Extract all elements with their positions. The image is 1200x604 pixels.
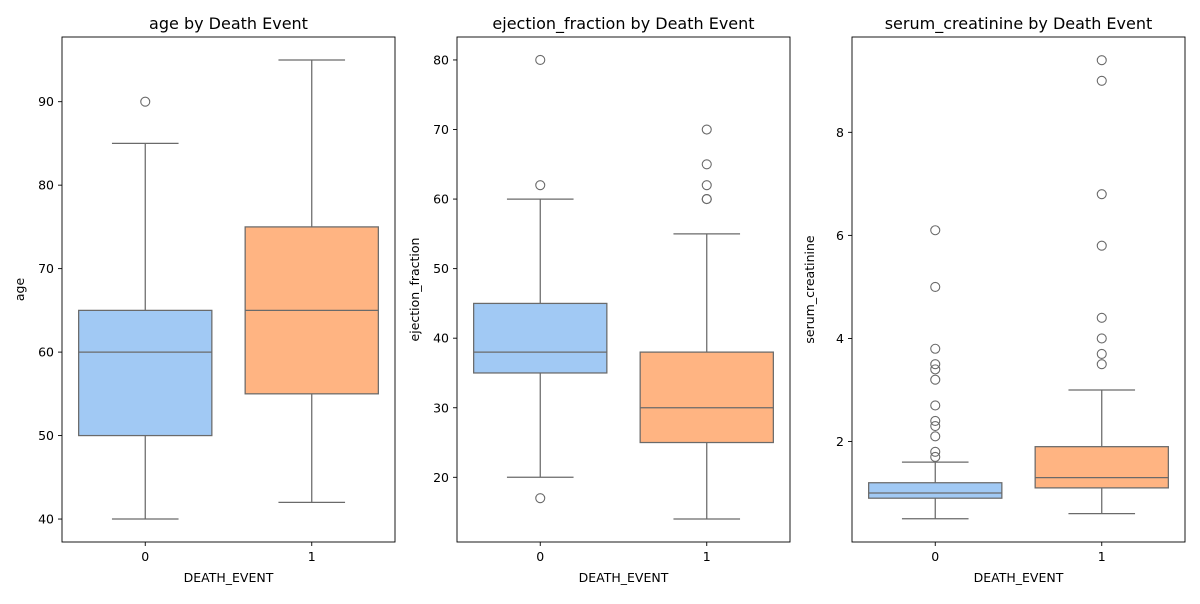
- x-tick-label: 1: [703, 549, 711, 564]
- outlier-point: [930, 400, 941, 411]
- outlier-point: [535, 493, 546, 504]
- y-tick-label: 8: [836, 125, 844, 140]
- outlier-point: [1096, 75, 1107, 86]
- outlier-point: [140, 96, 151, 107]
- chart-panel-0: 40 50 60 70 80 90 0 1 age by Death Event DEATH_EV…: [12, 14, 396, 585]
- iqr-box: [1034, 446, 1169, 489]
- outlier-point: [701, 194, 712, 205]
- outlier-point: [1096, 240, 1107, 251]
- x-axis-label: DEATH_EVENT: [579, 570, 669, 585]
- y-tick-label: 90: [38, 94, 54, 109]
- box-group-1: [1034, 55, 1169, 515]
- box-group-1: [639, 124, 774, 520]
- box-group-1: [244, 59, 379, 503]
- outlier-point: [1096, 55, 1107, 66]
- x-tick-label: 1: [1098, 549, 1106, 564]
- iqr-box: [473, 302, 608, 374]
- iqr-box: [639, 351, 774, 444]
- iqr-box: [78, 309, 213, 437]
- outlier-point: [930, 415, 941, 426]
- outlier-point: [701, 180, 712, 191]
- chart-title: serum_creatinine by Death Event: [885, 14, 1153, 34]
- y-tick-label: 40: [38, 512, 54, 527]
- axes-frame: [61, 36, 396, 543]
- x-tick-label: 0: [141, 549, 149, 564]
- chart-panel-1: 20 30 40 50 60 70 80 0 1 ejection_fraction by Dea…: [407, 14, 791, 585]
- outlier-point: [930, 421, 941, 432]
- y-tick-label: 80: [433, 52, 449, 67]
- outlier-point: [701, 159, 712, 170]
- outlier-point: [930, 451, 941, 463]
- y-tick-label: 30: [433, 400, 449, 415]
- axes-frame: [851, 36, 1186, 543]
- y-tick-label: 70: [38, 261, 54, 276]
- y-tick-label: 60: [38, 345, 54, 360]
- outlier-point: [1096, 333, 1107, 344]
- y-axis-label: serum_creatinine: [802, 235, 817, 343]
- chart-title: ejection_fraction by Death Event: [492, 14, 754, 34]
- outlier-point: [1096, 359, 1107, 370]
- x-tick-label: 0: [536, 549, 544, 564]
- iqr-box: [868, 482, 1003, 499]
- outlier-point: [930, 364, 941, 375]
- outlier-point: [930, 359, 941, 370]
- y-tick-label: 80: [38, 178, 54, 193]
- box-group-0: [868, 225, 1003, 520]
- x-axis-label: DEATH_EVENT: [184, 570, 274, 585]
- outlier-point: [1096, 189, 1107, 200]
- y-tick-label: 4: [836, 331, 844, 346]
- y-tick-label: 50: [38, 428, 54, 443]
- box-group-0: [78, 96, 213, 520]
- outlier-point: [930, 446, 941, 457]
- y-tick-label: 60: [433, 192, 449, 207]
- axes-frame: [456, 36, 791, 543]
- x-tick-label: 1: [308, 549, 316, 564]
- y-tick-label: 40: [433, 331, 449, 346]
- outlier-point: [1096, 312, 1107, 323]
- outlier-point: [701, 124, 712, 135]
- y-tick-label: 70: [433, 122, 449, 137]
- outlier-point: [930, 281, 941, 292]
- y-tick-label: 6: [836, 228, 844, 243]
- x-tick-label: 0: [931, 549, 939, 564]
- outlier-point: [930, 374, 941, 385]
- y-axis-label: age: [12, 278, 27, 302]
- outlier-point: [930, 431, 941, 442]
- y-tick-label: 20: [433, 470, 449, 485]
- outlier-point: [930, 343, 941, 354]
- y-tick-label: 50: [433, 261, 449, 276]
- outlier-point: [535, 180, 546, 191]
- chart-panel-2: 2 4 6 8 0 1 serum_creatinine by Death Event DEA…: [802, 14, 1186, 585]
- outlier-point: [535, 54, 546, 66]
- outlier-point: [930, 225, 941, 236]
- x-axis-label: DEATH_EVENT: [974, 570, 1064, 585]
- outlier-point: [1096, 348, 1107, 359]
- box-group-0: [473, 54, 608, 504]
- chart-title: age by Death Event: [149, 14, 308, 33]
- y-axis-label: ejection_fraction: [407, 238, 422, 342]
- y-tick-label: 2: [836, 434, 844, 449]
